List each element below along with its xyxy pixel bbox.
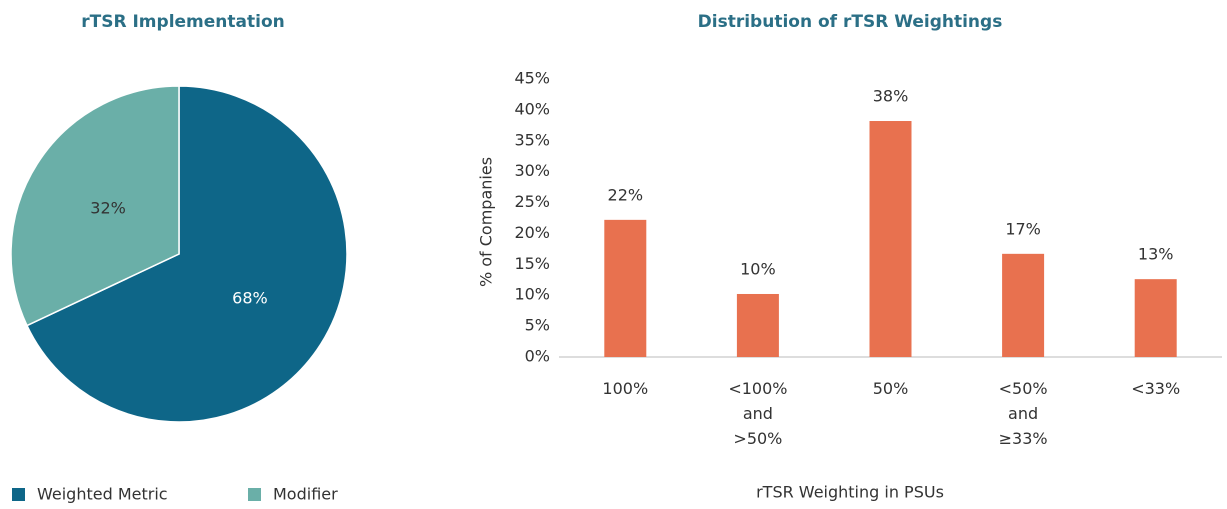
x-tick-label: <50% and ≥33% [999, 379, 1048, 448]
bar [736, 293, 779, 357]
y-tick-label: 15% [514, 254, 550, 273]
y-tick-label: 45% [514, 69, 550, 88]
legend-label: Weighted Metric [37, 485, 168, 504]
value-label: 17% [1005, 219, 1041, 238]
bar [1134, 279, 1177, 357]
value-label: 10% [740, 259, 776, 278]
bar [1002, 253, 1045, 357]
y-tick-label: 5% [525, 316, 550, 335]
value-label: 22% [608, 185, 644, 204]
value-label: 13% [1138, 245, 1174, 264]
y-tick-label: 20% [514, 223, 550, 242]
x-tick-label: <100% and >50% [728, 379, 787, 448]
bar-title: Distribution of rTSR Weightings [698, 12, 1003, 32]
x-tick-line: 100% [602, 379, 648, 398]
value-label: 38% [873, 87, 909, 106]
x-tick-line: <100% [728, 379, 787, 398]
legend-swatch [12, 488, 25, 501]
x-tick-line: 50% [873, 379, 909, 398]
pie-slice [10, 85, 180, 327]
bar [869, 121, 912, 358]
bar [604, 219, 647, 357]
y-tick-label: 40% [514, 99, 550, 118]
x-tick-label: 50% [873, 379, 909, 398]
y-tick-label: 30% [514, 161, 550, 180]
pie-title: rTSR Implementation [81, 12, 284, 32]
x-tick-label: 100% [602, 379, 648, 398]
y-tick-label: 10% [514, 285, 550, 304]
pie-slice [25, 85, 348, 423]
x-tick-line: and [743, 404, 773, 423]
y-tick-label: 0% [525, 347, 550, 366]
slice-label: 32% [90, 198, 126, 217]
x-tick-line: and [1008, 404, 1038, 423]
y-tick-label: 35% [514, 130, 550, 149]
legend-swatch [248, 488, 261, 501]
y-tick-label: 25% [514, 192, 550, 211]
x-tick-line: >50% [733, 429, 782, 448]
x-tick-line: <50% [999, 379, 1048, 398]
slice-label: 68% [232, 289, 268, 308]
x-tick-label: <33% [1131, 379, 1180, 398]
y-axis-label: % of Companies [477, 157, 496, 287]
x-axis-label: rTSR Weighting in PSUs [756, 483, 944, 502]
x-tick-line: <33% [1131, 379, 1180, 398]
x-tick-line: ≥33% [999, 429, 1048, 448]
legend-label: Modifier [273, 485, 338, 504]
